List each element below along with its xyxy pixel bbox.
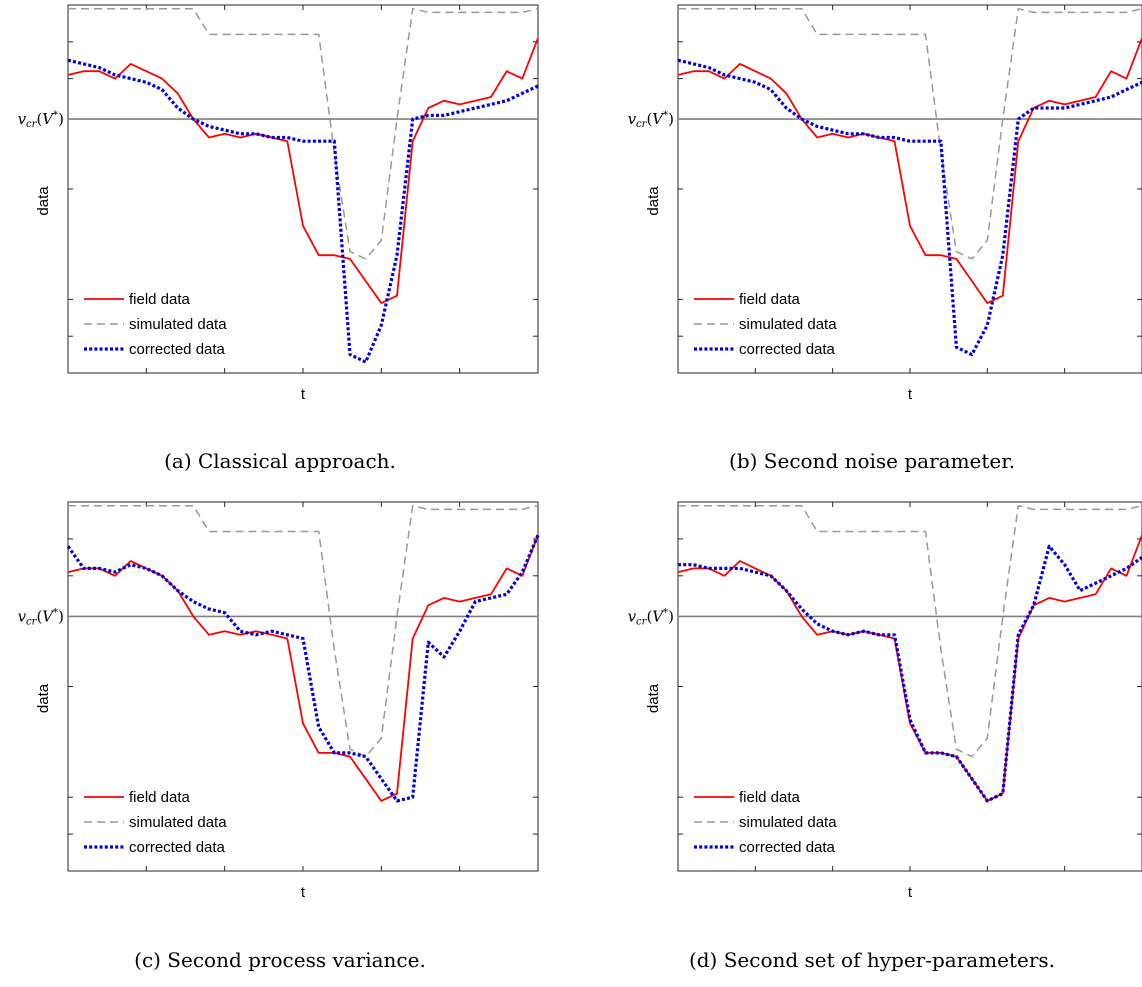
legend-label-simulated: simulated data	[739, 316, 837, 333]
chart-svg-c: vcr(V*) data t field data simulated data corr…	[18, 501, 540, 901]
legend-label-simulated: simulated data	[739, 814, 837, 831]
chart-svg-b: vcr(V*) data t field data simulated data corr…	[628, 4, 1142, 403]
threshold-tick-label: vcr(V*)	[18, 110, 64, 130]
x-axis-label: t	[301, 386, 306, 403]
corrected-data-line	[678, 544, 1142, 803]
legend-label-field: field data	[129, 789, 191, 806]
y-axis-label: data	[645, 186, 662, 216]
chart-panel-b: vcr(V*) data t field data simulated data corr…	[602, 0, 1142, 490]
y-axis-label: data	[35, 683, 52, 713]
threshold-tick-label: vcr(V*)	[628, 607, 674, 627]
caption-d: (d) Second set of hyper-parameters.	[688, 948, 1056, 972]
legend-label-corrected: corrected data	[739, 839, 836, 856]
chart-panel-d: vcr(V*) data t field data simulated data corr…	[602, 497, 1142, 987]
legend-label-simulated: simulated data	[129, 316, 227, 333]
simulated-data-line	[68, 504, 539, 758]
field-data-line	[677, 534, 1142, 802]
legend-label-simulated: simulated data	[129, 814, 227, 831]
caption-b: (b) Second noise parameter.	[729, 449, 1015, 473]
legend-label-field: field data	[129, 291, 191, 308]
field-data-line	[67, 534, 539, 802]
chart-svg-a: vcr(V*) data t field data simulated data corr…	[18, 4, 539, 403]
legend-label-field: field data	[739, 291, 801, 308]
legend-label-corrected: corrected data	[739, 341, 836, 358]
corrected-data-line	[67, 58, 539, 364]
chart-panel-a: vcr(V*) data t field data simulated data corr…	[0, 0, 560, 490]
x-axis-label: t	[301, 884, 306, 901]
y-axis-label: data	[35, 186, 52, 216]
corrected-data-line	[66, 534, 540, 803]
chart-panel-c: vcr(V*) data t field data simulated data corr…	[0, 497, 560, 987]
threshold-tick-label: vcr(V*)	[628, 110, 674, 130]
threshold-tick-label: vcr(V*)	[18, 607, 64, 627]
corrected-data-line	[677, 58, 1142, 357]
field-data-line	[67, 37, 539, 305]
chart-svg-d: vcr(V*) data t field data simulated data corr…	[628, 501, 1142, 901]
y-axis-label: data	[645, 683, 662, 713]
legend-label-corrected: corrected data	[129, 839, 226, 856]
legend-label-corrected: corrected data	[129, 341, 226, 358]
field-data-line	[677, 37, 1142, 305]
x-axis-label: t	[908, 386, 913, 403]
x-axis-label: t	[908, 884, 913, 901]
simulated-data-line	[68, 7, 539, 260]
caption-a: (a) Classical approach.	[164, 449, 396, 473]
caption-c: (c) Second process variance.	[134, 948, 426, 972]
legend-label-field: field data	[739, 789, 801, 806]
